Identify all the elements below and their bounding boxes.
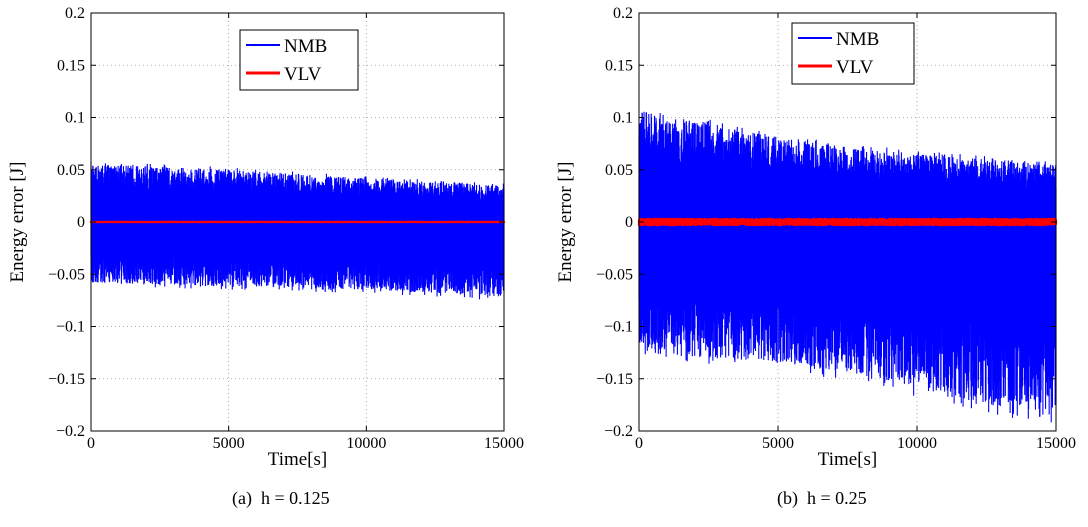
legend-label-vlv: VLV xyxy=(284,64,322,85)
y-tick-label: 0.15 xyxy=(57,57,85,74)
y-tick-label: 0.05 xyxy=(57,162,85,179)
y-tick-label: −0.05 xyxy=(596,266,633,283)
y-tick-label: −0.2 xyxy=(604,423,633,440)
legend-label-nmb: NMB xyxy=(836,29,879,50)
series-nmb xyxy=(638,111,1057,423)
x-tick-label: 5000 xyxy=(213,435,245,452)
series-line-nmb xyxy=(90,161,505,300)
y-tick-label: −0.1 xyxy=(56,319,85,336)
y-tick-label: −0.15 xyxy=(596,371,633,388)
caption-b: (b) h = 0.25 xyxy=(777,488,867,508)
y-tick-label: 0.2 xyxy=(613,5,633,22)
legend-box xyxy=(791,22,915,85)
caption-a: (a) h = 0.125 xyxy=(232,488,330,508)
x-tick-label: 5000 xyxy=(762,435,794,452)
chart-a: 0 5000 10000 15000 −0.2 −0.15 −0.1 −0.05 0 0.05 0.… xyxy=(7,5,524,470)
series-line-nmb xyxy=(638,111,1057,423)
y-tick-label: −0.2 xyxy=(56,423,85,440)
series-vlv xyxy=(637,217,1058,227)
y-tick-label: −0.05 xyxy=(48,266,85,283)
series-line-vlv xyxy=(637,217,1058,227)
chart-b: 0 5000 10000 15000 −0.2 −0.15 −0.1 −0.05 0 0.05 0.… xyxy=(555,5,1076,470)
x-tick-label: 15000 xyxy=(484,435,524,452)
legend: NMB VLV xyxy=(239,29,359,91)
legend-box xyxy=(239,29,359,91)
y-tick-label: 0.15 xyxy=(605,57,633,74)
legend: NMB VLV xyxy=(791,22,915,85)
x-axis-label: Time[s] xyxy=(268,449,327,470)
legend-label-nmb: NMB xyxy=(284,36,327,57)
y-tick-label: −0.15 xyxy=(48,371,85,388)
y-tick-label: 0.05 xyxy=(605,162,633,179)
x-tick-label: 15000 xyxy=(1036,435,1076,452)
y-tick-label: 0.1 xyxy=(613,110,633,127)
y-tick-label: 0.2 xyxy=(65,5,85,22)
y-tick-label: −0.1 xyxy=(604,319,633,336)
y-axis-label: Energy error [J] xyxy=(555,162,576,283)
series-vlv xyxy=(89,220,506,224)
x-tick-label: 10000 xyxy=(346,435,386,452)
x-tick-label: 0 xyxy=(635,435,643,452)
series-nmb xyxy=(90,161,505,300)
x-tick-label: 0 xyxy=(87,435,95,452)
x-tick-label: 10000 xyxy=(897,435,937,452)
series-line-vlv xyxy=(89,220,506,224)
legend-label-vlv: VLV xyxy=(836,57,874,78)
y-axis-label: Energy error [J] xyxy=(7,162,28,283)
y-tick-label: 0 xyxy=(625,214,633,231)
y-tick-label: 0 xyxy=(77,214,85,231)
y-tick-label: 0.1 xyxy=(65,110,85,127)
x-axis-label: Time[s] xyxy=(818,449,877,470)
